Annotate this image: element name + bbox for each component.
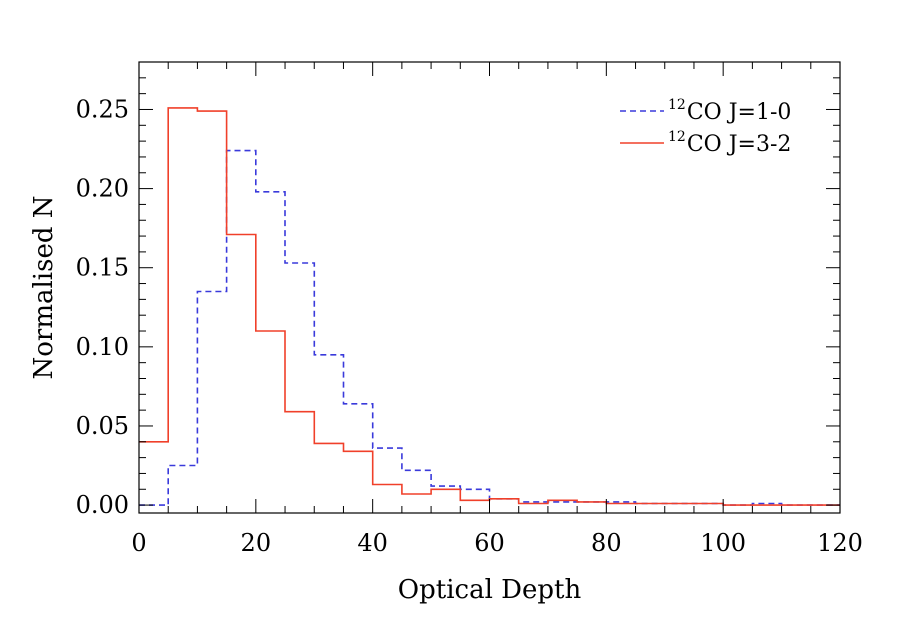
y-tick-label: 0.15 bbox=[76, 254, 129, 282]
legend-label-text: CO J=1-0 bbox=[687, 100, 792, 125]
plot-frame bbox=[138, 61, 841, 514]
tick-layer bbox=[138, 62, 841, 513]
y-tick-label: 0.20 bbox=[76, 175, 129, 203]
y-axis-label: Normalised N bbox=[29, 195, 59, 379]
y-tick-label: 0.10 bbox=[76, 333, 129, 361]
x-tick-label: 20 bbox=[241, 529, 272, 557]
x-tick-label: 60 bbox=[474, 529, 505, 557]
y-tick-label: 0.05 bbox=[76, 412, 129, 440]
legend-label-2: 12CO J=3-2 bbox=[668, 129, 791, 157]
legend-label-1: 12CO J=1-0 bbox=[668, 97, 791, 125]
series-line-2 bbox=[139, 107, 840, 506]
y-tick-label: 0.25 bbox=[76, 95, 129, 123]
x-axis-label: Optical Depth bbox=[398, 575, 582, 605]
series-layer bbox=[139, 107, 840, 506]
x-tick-label: 80 bbox=[591, 529, 622, 557]
series-line-1 bbox=[139, 149, 840, 506]
y-tick-label: 0.00 bbox=[76, 491, 129, 519]
x-tick-label: 120 bbox=[817, 529, 863, 557]
legend-label-text: CO J=3-2 bbox=[687, 132, 792, 157]
legend-label-superscript: 12 bbox=[668, 97, 686, 113]
legend-label-superscript: 12 bbox=[668, 129, 686, 145]
tick-label-layer: 0 20 40 60 80 100 120 0.00 0.05 0.10 0.15 0.20 0.25 bbox=[76, 95, 863, 557]
x-tick-label: 0 bbox=[131, 529, 146, 557]
x-tick-label: 40 bbox=[357, 529, 388, 557]
x-tick-label: 100 bbox=[700, 529, 746, 557]
